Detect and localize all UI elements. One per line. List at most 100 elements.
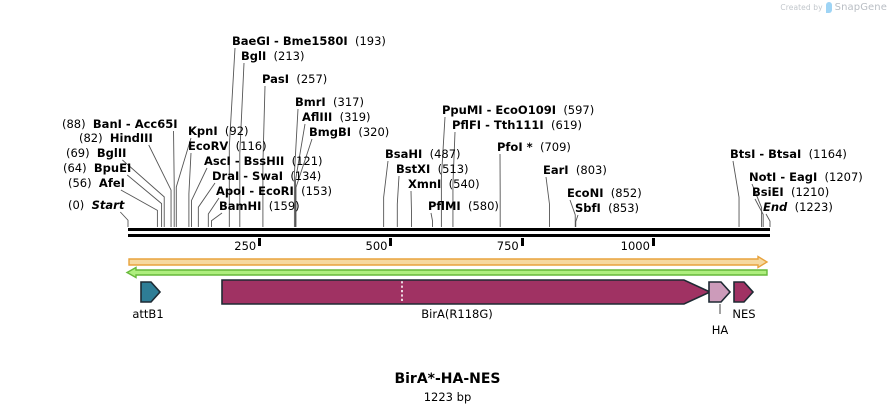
axis-line-top (128, 228, 770, 231)
enzyme-name: BsiEI (752, 185, 784, 199)
enzyme-label-pflFI-tth111I[interactable]: PflFI - Tth111I (619) (452, 119, 582, 131)
feature-arrow-attB1[interactable] (140, 281, 162, 303)
enzyme-name: Acc65I (134, 117, 178, 131)
enzyme-label-banI-acc65I[interactable]: (88) BanI - Acc65I (62, 118, 178, 130)
enzyme-position: (0) (68, 198, 85, 212)
map-subtitle: 1223 bp (423, 390, 472, 404)
enzyme-position: (64) (63, 161, 87, 175)
enzyme-position: (1223) (794, 200, 833, 214)
enzyme-label-end[interactable]: End (1223) (763, 201, 833, 213)
enzyme-label-draI-swaI[interactable]: DraI - SwaI (134) (212, 170, 321, 182)
enzyme-label-xmnI[interactable]: XmnI (540) (408, 178, 480, 190)
ruler-tick-mark (520, 238, 524, 246)
enzyme-position: (513) (437, 162, 469, 176)
enzyme-name: DraI (212, 169, 240, 183)
leader-line-ppuMI-ecoO109I (440, 116, 446, 227)
enzyme-position: (317) (333, 95, 364, 109)
enzyme-position: (487) (429, 147, 461, 161)
leader-line-bglII (122, 159, 165, 227)
enzyme-name-separator: - (239, 169, 253, 183)
enzyme-name: EcoRI (258, 184, 294, 198)
enzyme-label-baeGI-bme1580I[interactable]: BaeGI - Bme1580I (193) (232, 35, 386, 47)
enzyme-name: BtsaI (768, 147, 802, 161)
leader-line-kpnI (175, 137, 192, 227)
enzyme-name-separator: - (481, 118, 494, 132)
enzyme-name: BglI (241, 49, 267, 63)
feature-arrow-nes[interactable] (733, 281, 755, 303)
enzyme-label-bsiEI[interactable]: BsiEI (1210) (752, 186, 829, 198)
enzyme-label-ecoNI[interactable]: EcoNI (852) (567, 187, 642, 199)
leader-line-ecoNI (569, 199, 576, 227)
enzyme-label-ecoRV[interactable]: EcoRV (116) (188, 140, 267, 152)
enzyme-label-bmgBI[interactable]: BmgBI (320) (309, 126, 389, 138)
enzyme-label-bmrI[interactable]: BmrI (317) (295, 96, 364, 108)
leader-line-bstXI (396, 175, 400, 227)
enzyme-name: BglII (96, 146, 127, 160)
enzyme-name-separator: - (270, 34, 283, 48)
enzyme-name: BsaHI (385, 147, 423, 161)
feature-arrow-ha[interactable] (708, 281, 732, 303)
enzyme-label-aflIII[interactable]: AflIII (319) (302, 111, 371, 123)
enzyme-label-sbfI[interactable]: SbfI (853) (575, 202, 639, 214)
feature-label-nes-label: NES (732, 307, 756, 321)
enzyme-label-hindIII[interactable]: (82) HindIII (79, 132, 153, 144)
snapgene-logo-icon (825, 2, 832, 13)
enzyme-name: BanI (92, 117, 122, 131)
enzyme-name: PasI (262, 72, 290, 86)
ruler-tick-label: 1000 (620, 239, 650, 253)
enzyme-label-pflMI[interactable]: PflMI (580) (428, 200, 499, 212)
enzyme-label-bpuEI[interactable]: (64) BpuEI (63, 162, 131, 174)
enzyme-position: (540) (448, 177, 480, 191)
enzyme-name: BpuEI (93, 161, 132, 175)
enzyme-name: Bme1580I (282, 34, 348, 48)
enzyme-label-pasI[interactable]: PasI (257) (262, 73, 327, 85)
enzyme-label-bglI[interactable]: BglI (213) (241, 50, 304, 62)
enzyme-label-kpnI[interactable]: KpnI (92) (188, 125, 249, 137)
leader-line-bamHI (211, 212, 223, 227)
enzyme-label-apoI-ecoRI[interactable]: ApoI - EcoRI (153) (216, 185, 332, 197)
enzyme-label-start[interactable]: (0) Start (68, 199, 124, 211)
enzyme-position: (580) (468, 199, 499, 213)
enzyme-label-btsI-btsaI[interactable]: BtsI - BtsaI (1164) (730, 148, 847, 160)
enzyme-label-ascI-bssHII[interactable]: AscI - BssHII (121) (204, 155, 323, 167)
enzyme-name: EarI (543, 163, 569, 177)
enzyme-label-bamHI[interactable]: BamHI (159) (219, 200, 300, 212)
map-title: BirA*-HA-NES (394, 371, 501, 387)
leader-line-bmgBI (295, 138, 313, 227)
axis-line-bottom (128, 234, 770, 237)
enzyme-label-bstXI[interactable]: BstXI (513) (396, 163, 469, 175)
enzyme-name: EagI (789, 170, 818, 184)
enzyme-label-bsaHI[interactable]: BsaHI (487) (385, 148, 461, 160)
ruler-tick-mark (651, 238, 655, 246)
leader-line-earI (545, 176, 550, 227)
enzyme-position: (121) (291, 154, 323, 168)
enzyme-label-notI-eagI[interactable]: NotI - EagI (1207) (749, 171, 863, 183)
feature-label-attB1-label: attB1 (132, 307, 164, 321)
enzyme-name: EcoO109I (495, 103, 556, 117)
enzyme-label-bglII[interactable]: (69) BglII (66, 147, 126, 159)
enzyme-label-pfoI[interactable]: PfoI * (709) (497, 141, 571, 153)
enzyme-name: BamHI (219, 199, 262, 213)
enzyme-position: (853) (608, 201, 640, 215)
ruler-tick-label: 750 (496, 239, 519, 253)
enzyme-name: SbfI (575, 201, 601, 215)
enzyme-name: BaeGI (232, 34, 271, 48)
feature-arrow-birA[interactable] (221, 279, 712, 305)
orange-span-arrow[interactable] (128, 255, 769, 269)
leader-line-bmrI (293, 108, 299, 227)
enzyme-label-ppuMI-ecoO109I[interactable]: PpuMI - EcoO109I (597) (442, 104, 594, 116)
enzyme-name: PflFI (452, 118, 482, 132)
leader-line-hindIII (148, 144, 172, 227)
enzyme-name-separator: - (121, 117, 135, 131)
leader-line-ascI-bssHII (191, 167, 208, 227)
enzyme-label-earI[interactable]: EarI (803) (543, 164, 607, 176)
feature-label-ha-label: HA (711, 323, 729, 337)
watermark-created-by: Created by (780, 3, 823, 12)
enzyme-name: End (763, 200, 788, 214)
green-span-arrow[interactable] (125, 266, 768, 279)
enzyme-label-afeI[interactable]: (56) AfeI (68, 177, 125, 189)
leader-line-btsI-btsaI (732, 160, 740, 227)
